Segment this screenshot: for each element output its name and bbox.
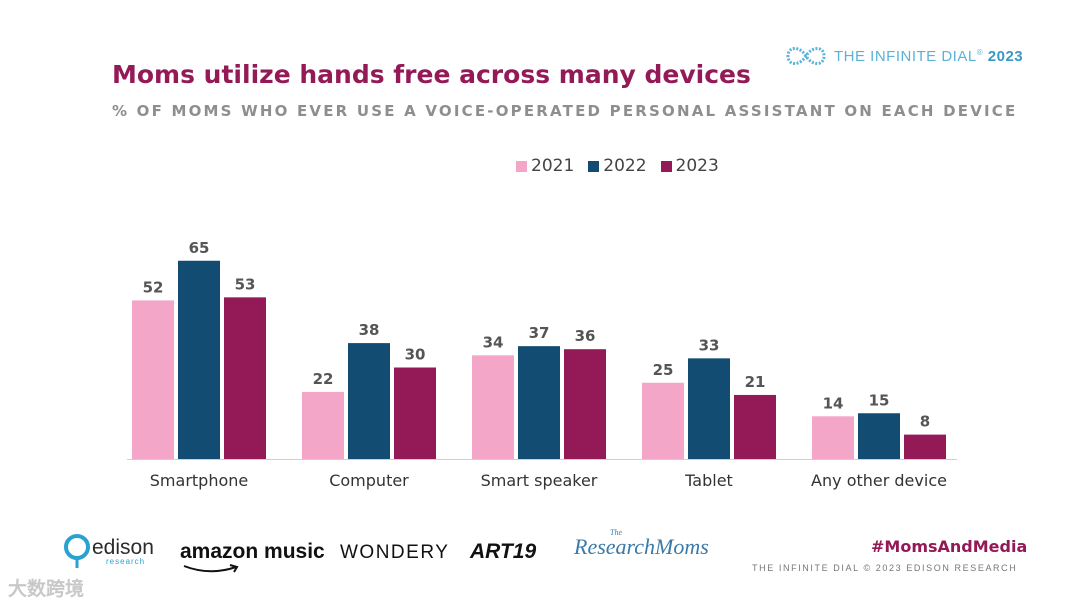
- legend-item-2022: 2022: [588, 156, 647, 176]
- bar-smartphone-2022: [178, 260, 220, 459]
- legend-item-2021: 2021: [516, 156, 574, 176]
- data-label: 8: [920, 413, 930, 431]
- chart-subtitle: % OF MOMS WHO EVER USE A VOICE-OPERATED …: [112, 102, 1018, 120]
- hashtag: #MomsAndMedia: [871, 537, 1028, 556]
- legend-swatch-2023: [660, 160, 672, 172]
- data-label: 38: [359, 321, 380, 339]
- edison-logo-text: edison: [92, 535, 154, 559]
- data-label: 21: [745, 373, 766, 391]
- legend-swatch-2021: [516, 160, 527, 172]
- data-label: 14: [823, 394, 844, 412]
- brand-reg: ®: [976, 47, 984, 57]
- data-label: 30: [405, 346, 426, 364]
- x-tick-label: Computer: [329, 471, 409, 490]
- brand-year: 2023: [987, 47, 1024, 65]
- researchmoms-logo-the: The: [610, 528, 622, 537]
- bar-smartphone-2021: [132, 300, 174, 459]
- brand-title: THE INFINITE DIAL® 2023: [834, 48, 1023, 65]
- amazon-music-logo: amazon music: [180, 540, 325, 573]
- data-label: 52: [143, 278, 164, 296]
- copyright: THE INFINITE DIAL © 2023 EDISON RESEARCH: [752, 563, 1018, 573]
- data-label: 25: [653, 361, 674, 379]
- legend-label-2023: 2023: [675, 156, 719, 176]
- edison-logo: edison research: [62, 532, 154, 570]
- edison-mark-icon: [64, 534, 90, 568]
- data-label: 22: [313, 370, 334, 388]
- amazon-smile-icon: [183, 564, 239, 573]
- infinity-icon: [786, 47, 826, 65]
- bar-any-other-device-2022: [858, 413, 900, 459]
- wondery-logo: WONDERY: [340, 542, 450, 563]
- data-label: 37: [529, 324, 550, 342]
- data-label: 33: [699, 336, 720, 354]
- brand-header: THE INFINITE DIAL® 2023: [786, 44, 1023, 68]
- bar-tablet-2022: [688, 358, 730, 459]
- bar-tablet-2021: [642, 382, 684, 459]
- x-tick-label: Tablet: [684, 471, 733, 490]
- brand-name: INFINITE DIAL: [870, 47, 977, 65]
- bar-computer-2021: [302, 391, 344, 459]
- watermark: 大数跨境: [8, 578, 85, 600]
- legend-label-2022: 2022: [603, 156, 647, 176]
- bar-smartphone-2023: [224, 297, 266, 459]
- chart-legend: 2021 2022 2023: [516, 156, 719, 176]
- bar-chart: 52 65 53 Smartphone 22 38 30 Computer 34 37 36 Smar…: [127, 239, 957, 490]
- bar-tablet-2023: [734, 394, 776, 459]
- bar-smart-speaker-2021: [472, 355, 514, 459]
- legend-label-2021: 2021: [531, 156, 575, 176]
- x-tick-label: Any other device: [811, 471, 947, 490]
- legend-item-2023: 2023: [660, 156, 719, 176]
- edison-logo-sub: research: [106, 556, 146, 566]
- bar-smart-speaker-2022: [518, 346, 560, 459]
- bar-any-other-device-2021: [812, 416, 854, 459]
- partner-logos: edison research amazon music WONDERY ART…: [62, 528, 712, 574]
- chart-title: Moms utilize hands free across many devi…: [112, 60, 751, 89]
- data-label: 36: [575, 327, 596, 345]
- x-tick-label: Smart speaker: [481, 471, 598, 490]
- x-tick-label: Smartphone: [150, 471, 248, 490]
- data-label: 34: [483, 333, 504, 351]
- bar-any-other-device-2023: [904, 434, 946, 459]
- bar-smart-speaker-2023: [564, 349, 606, 459]
- researchmoms-logo: The ResearchMoms: [574, 528, 709, 560]
- data-label: 53: [235, 275, 256, 293]
- bar-computer-2023: [394, 367, 436, 459]
- art19-logo: ART19: [470, 540, 537, 563]
- brand-prefix: THE: [834, 47, 871, 65]
- researchmoms-logo-text: ResearchMoms: [574, 534, 709, 559]
- legend-swatch-2022: [588, 160, 600, 172]
- data-label: 15: [869, 391, 890, 409]
- data-label: 65: [189, 239, 210, 257]
- bar-computer-2022: [348, 343, 390, 459]
- amazon-music-text: amazon music: [180, 540, 325, 563]
